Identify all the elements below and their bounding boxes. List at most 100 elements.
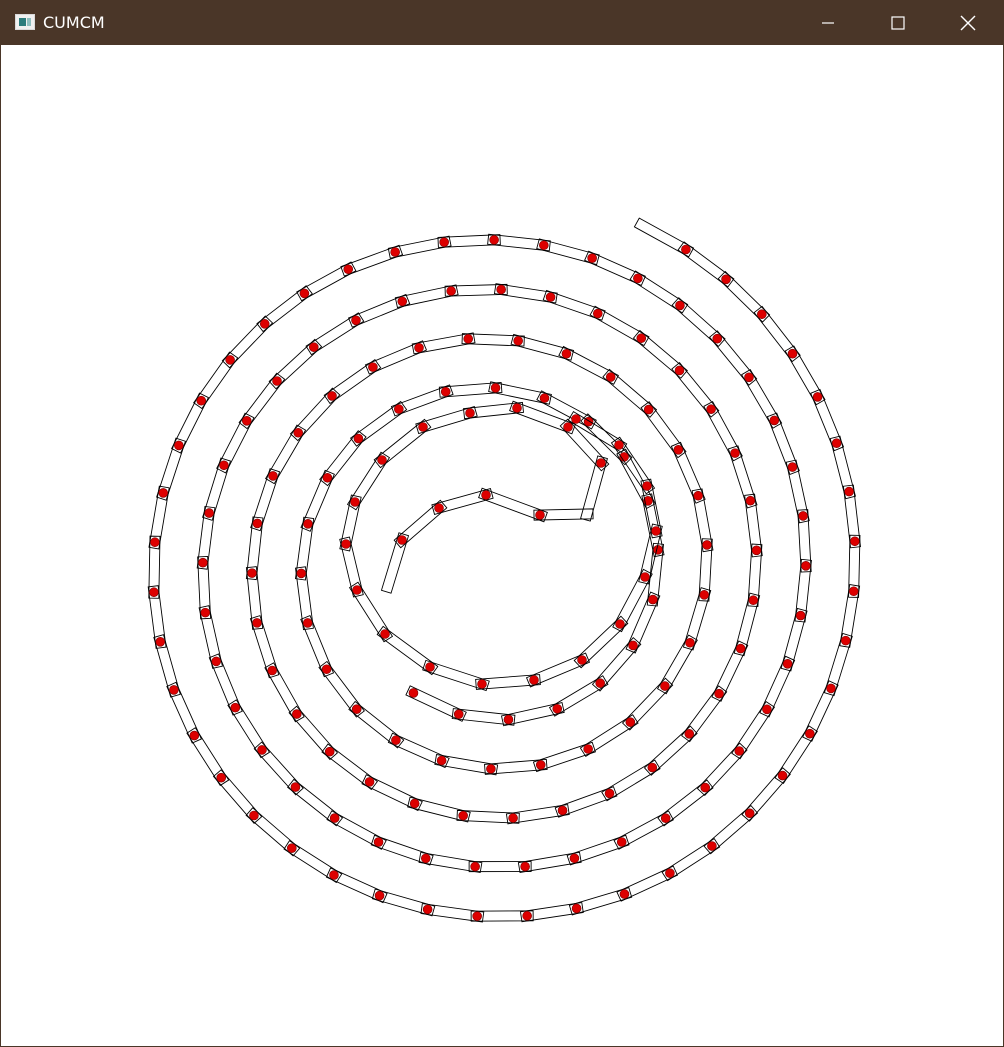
bench-segment [319, 430, 367, 487]
bench-segment [387, 732, 450, 769]
hinge-dot [364, 777, 375, 787]
bench-segment [584, 250, 646, 286]
hinge-dot [422, 904, 433, 915]
hinge-dot [685, 637, 695, 648]
hinge-dot [801, 561, 811, 571]
hinge-dot [640, 572, 650, 582]
hinge-dot [513, 336, 523, 346]
bench-segment [573, 615, 629, 669]
bench-segment [698, 538, 713, 602]
bench-segment [610, 436, 656, 495]
bench-segment [542, 289, 606, 321]
bench-segment [794, 558, 812, 623]
bench-segment [632, 329, 688, 379]
bench-segment [148, 535, 161, 599]
hinge-dot [795, 610, 806, 621]
hinge-dot [660, 681, 670, 691]
bench-segment [250, 468, 281, 532]
bench-segment [422, 659, 490, 692]
bench-segment [487, 233, 551, 252]
bench-segment [484, 758, 548, 775]
hinge-dot [539, 240, 549, 251]
hinge-dot [397, 535, 407, 545]
hinge-dot [604, 788, 615, 799]
bench-segment [657, 779, 714, 827]
bench-segment [677, 241, 735, 288]
bench-segment [579, 714, 639, 758]
bench-segment [766, 412, 800, 476]
bench-segment [625, 591, 661, 654]
hinge-dot [844, 486, 854, 497]
hinge-dot [211, 656, 222, 667]
bench-segment [741, 369, 783, 429]
bench-segment [602, 368, 658, 418]
bench-segment [470, 910, 534, 922]
hinge-dot [744, 372, 754, 383]
bench-segment [785, 459, 810, 524]
hinge-dot [593, 308, 603, 319]
hinge-dot [520, 861, 530, 872]
title-bar[interactable]: CUMCM [1, 1, 1003, 45]
bench-segment [339, 536, 364, 598]
hinge-dot [653, 545, 663, 555]
hinge-dot [625, 717, 636, 727]
maximize-button[interactable] [863, 1, 933, 45]
bench-segment [696, 742, 748, 797]
hinge-dot [296, 568, 307, 579]
hinge-dot [730, 448, 740, 458]
hinge-dot [351, 704, 362, 714]
hinge-dot [706, 404, 716, 415]
app-window-icon [15, 14, 35, 30]
bench-segment [759, 655, 796, 718]
bench-segment [810, 388, 845, 452]
bench-segment [708, 330, 758, 386]
hinge-dot [291, 709, 302, 719]
hinge-dot [605, 372, 616, 382]
hinge-dot [571, 903, 582, 914]
hinge-dot [744, 808, 755, 819]
hinge-dot [268, 471, 278, 481]
minimize-icon [822, 22, 834, 24]
bench-segment [431, 488, 494, 515]
hinge-dot [681, 244, 691, 255]
bench-segment [196, 505, 216, 570]
hinge-dot [373, 837, 384, 847]
bench-segment [829, 435, 856, 500]
bench-segment [289, 387, 341, 442]
hinge-dot [377, 455, 387, 465]
hinge-dot [596, 458, 606, 468]
minimize-button[interactable] [793, 1, 863, 45]
bench-segment [616, 865, 679, 902]
hinge-dot [200, 607, 211, 618]
hinge-dot [225, 355, 235, 365]
hinge-dot [198, 557, 208, 568]
bench-segment [509, 400, 576, 435]
hinge-dot [272, 376, 282, 386]
hinge-dot [587, 253, 597, 263]
bench-segment [601, 759, 661, 802]
hinge-dot [699, 590, 710, 600]
hinge-dot [673, 445, 684, 455]
close-button[interactable] [933, 1, 1003, 45]
hinge-dot [614, 440, 624, 450]
bench-segment [613, 810, 674, 850]
bench-segment [741, 767, 791, 822]
hinge-dot [648, 594, 658, 605]
bench-segment [802, 680, 839, 742]
hinge-dot [700, 782, 711, 793]
hinge-dot [734, 746, 745, 756]
hinge-dot [418, 422, 428, 432]
hinge-dot [394, 404, 404, 414]
bench-segment [691, 488, 714, 553]
hinge-dot [252, 518, 263, 529]
hinge-dot [675, 300, 685, 311]
hinge-dot [322, 472, 333, 483]
hinge-dot [489, 235, 499, 245]
hinge-dot [397, 296, 408, 307]
hinge-dot [293, 427, 304, 438]
bench-segment [444, 283, 508, 297]
hinge-dot [748, 595, 759, 606]
bench-segment [437, 234, 501, 248]
hinge-dot [674, 365, 685, 376]
hinge-dot [745, 495, 756, 506]
